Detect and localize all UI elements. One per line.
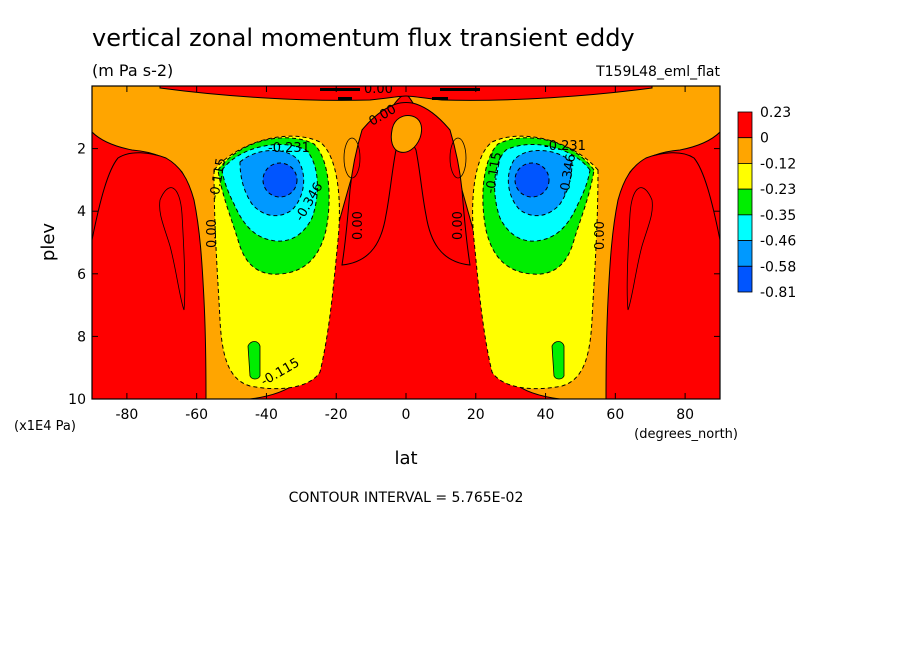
x-tick-label: -60 xyxy=(185,407,208,423)
x-axis: -80 -60 -40 -20 0 20 40 60 80 xyxy=(115,86,694,423)
y-axis-units: (x1E4 Pa) xyxy=(14,419,76,434)
y-axis: 2 4 6 8 10 xyxy=(68,142,720,408)
y-tick-label: 8 xyxy=(77,329,86,345)
contour-label: 0.00 xyxy=(351,211,366,240)
chart-units: (m Pa s-2) xyxy=(92,61,173,80)
colorbar-swatch xyxy=(737,163,753,190)
field-left-red xyxy=(92,152,207,399)
y-tick-label: 10 xyxy=(68,392,86,408)
y-axis-label: plev xyxy=(38,223,59,262)
top-strips xyxy=(320,88,480,100)
right-lower-green xyxy=(551,341,565,380)
contour-label: 0.00 xyxy=(451,211,466,240)
x-axis-label: lat xyxy=(394,448,417,469)
colorbar-swatch xyxy=(737,265,753,293)
left-inner-contour xyxy=(159,187,186,311)
chart-title: vertical zonal momentum flux transient e… xyxy=(92,24,635,52)
colorbar-swatch xyxy=(737,111,753,139)
field-top-red xyxy=(159,86,653,101)
right-inner-contour xyxy=(626,187,653,311)
colorbar-swatch xyxy=(737,240,753,267)
x-tick-label: -80 xyxy=(115,407,138,423)
contour-label: 0.00 xyxy=(593,221,608,250)
y-tick-label: 2 xyxy=(77,142,86,158)
left-lower-green xyxy=(247,341,261,380)
colorbar-label: 0.23 xyxy=(760,105,791,121)
right-top-oval xyxy=(449,137,467,179)
run-label: T159L48_eml_flat xyxy=(595,64,720,80)
colorbar-swatch xyxy=(737,137,753,164)
right-min xyxy=(514,162,550,198)
contour-label: 0.00 xyxy=(364,82,393,97)
x-tick-label: 0 xyxy=(402,407,411,423)
colorbar-label: 0 xyxy=(760,131,769,147)
x-tick-label: 80 xyxy=(676,407,694,423)
colorbar-swatch xyxy=(737,188,753,216)
colorbar-label: -0.35 xyxy=(760,208,796,224)
colorbar-swatch xyxy=(737,214,753,241)
contour-label: -0.115 xyxy=(207,157,229,201)
colorbar-label: -0.81 xyxy=(760,285,796,301)
x-axis-units: (degrees_north) xyxy=(634,427,738,442)
x-tick-label: -20 xyxy=(325,407,348,423)
y-tick-label: 4 xyxy=(77,204,86,220)
x-tick-label: 40 xyxy=(537,407,555,423)
contour-label: -0.115 xyxy=(483,151,505,195)
field-center-red xyxy=(341,102,471,266)
colorbar-label: -0.23 xyxy=(760,182,796,198)
field-center-blob xyxy=(390,115,423,153)
right-core xyxy=(472,135,599,390)
x-tick-label: 60 xyxy=(606,407,624,423)
contour-label: -0.346 xyxy=(557,153,579,197)
x-tick-label: 20 xyxy=(467,407,485,423)
colorbar-label: -0.58 xyxy=(760,259,796,275)
contour-interval: CONTOUR INTERVAL = 5.765E-02 xyxy=(289,490,524,506)
colorbar: 0.23 0 -0.12 -0.23 -0.35 -0.46 -0.58 -0.81 xyxy=(737,105,796,301)
field-right-red xyxy=(605,152,720,399)
left-core xyxy=(213,135,340,390)
contour-label: 0.00 xyxy=(205,219,220,248)
left-min xyxy=(262,162,298,198)
contour-label: -0.231 xyxy=(544,139,586,154)
colorbar-label: -0.12 xyxy=(760,156,796,172)
colorbar-label: -0.46 xyxy=(760,234,796,250)
y-tick-label: 6 xyxy=(77,267,86,283)
x-tick-label: -40 xyxy=(255,407,278,423)
left-top-oval xyxy=(343,137,361,179)
contour-label: -0.231 xyxy=(268,141,310,156)
plot-area: 0.00 0.00 0.00 0.00 0.00 0.00 -0.231 -0.… xyxy=(92,82,720,399)
